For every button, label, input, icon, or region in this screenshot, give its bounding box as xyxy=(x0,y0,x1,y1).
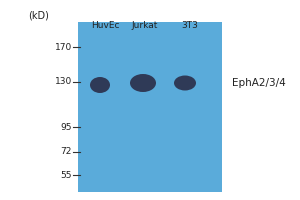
Text: EphA2/3/4: EphA2/3/4 xyxy=(232,78,286,88)
Text: 72: 72 xyxy=(61,148,72,156)
Text: 170: 170 xyxy=(55,43,72,51)
Text: (kD): (kD) xyxy=(28,10,49,20)
Text: 3T3: 3T3 xyxy=(182,21,198,30)
Text: HuvEc: HuvEc xyxy=(91,21,119,30)
Ellipse shape xyxy=(90,77,110,93)
Bar xyxy=(78,22,222,192)
Text: 130: 130 xyxy=(55,77,72,86)
Ellipse shape xyxy=(130,74,156,92)
Text: 55: 55 xyxy=(61,170,72,180)
Text: Jurkat: Jurkat xyxy=(132,21,158,30)
Text: 95: 95 xyxy=(61,122,72,132)
Ellipse shape xyxy=(174,75,196,90)
